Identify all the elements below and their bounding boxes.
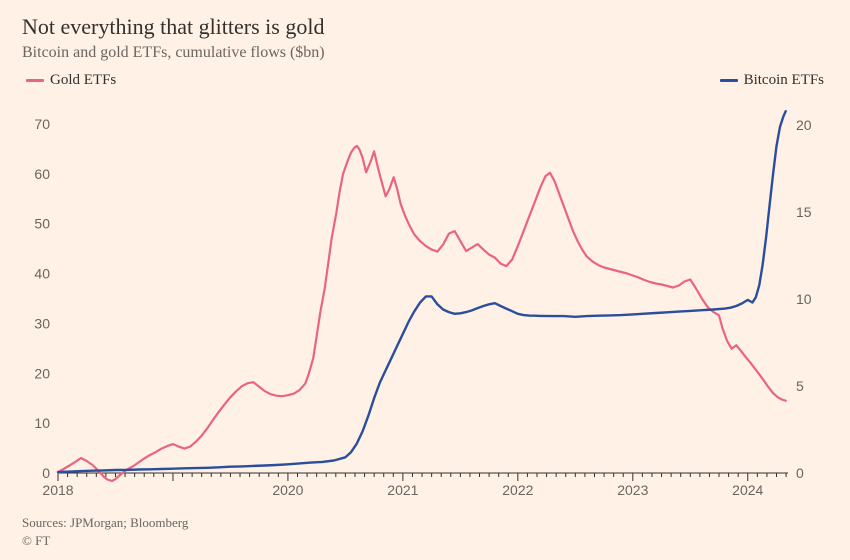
svg-text:5: 5 (796, 378, 804, 394)
svg-text:60: 60 (34, 166, 50, 182)
sources-text: Sources: JPMorgan; Bloomberg (22, 514, 828, 532)
svg-text:10: 10 (34, 415, 50, 431)
legend-bitcoin: Bitcoin ETFs (720, 72, 824, 89)
svg-text:20: 20 (796, 117, 812, 133)
svg-text:2024: 2024 (732, 482, 763, 498)
svg-text:10: 10 (796, 291, 812, 307)
legend: Gold ETFs Bitcoin ETFs (22, 72, 828, 89)
svg-text:2022: 2022 (502, 482, 533, 498)
chart-title: Not everything that glitters is gold (22, 14, 828, 40)
svg-text:15: 15 (796, 204, 812, 220)
svg-text:50: 50 (34, 216, 50, 232)
chart-subtitle: Bitcoin and gold ETFs, cumulative flows … (22, 44, 828, 62)
legend-swatch-bitcoin (720, 79, 738, 82)
svg-text:40: 40 (34, 266, 50, 282)
svg-text:20: 20 (34, 365, 50, 381)
legend-swatch-gold (26, 79, 44, 82)
legend-gold: Gold ETFs (26, 72, 116, 89)
svg-text:2020: 2020 (272, 482, 303, 498)
legend-label-gold: Gold ETFs (50, 72, 116, 89)
chart-sources: Sources: JPMorgan; Bloomberg © FT (22, 514, 828, 550)
svg-text:2023: 2023 (617, 482, 648, 498)
chart-area: 2018 2020 2021 2022 2023 2024 0 10 20 30 40 50 60 70 0… (22, 91, 828, 508)
svg-text:0: 0 (796, 465, 804, 481)
copyright-text: © FT (22, 532, 828, 550)
chart-svg: 2018 2020 2021 2022 2023 2024 0 10 20 30 40 50 60 70 0… (22, 91, 828, 501)
legend-label-bitcoin: Bitcoin ETFs (744, 72, 824, 89)
svg-text:70: 70 (34, 116, 50, 132)
svg-text:2018: 2018 (42, 482, 73, 498)
svg-text:30: 30 (34, 315, 50, 331)
svg-text:0: 0 (42, 465, 50, 481)
svg-text:2021: 2021 (387, 482, 418, 498)
